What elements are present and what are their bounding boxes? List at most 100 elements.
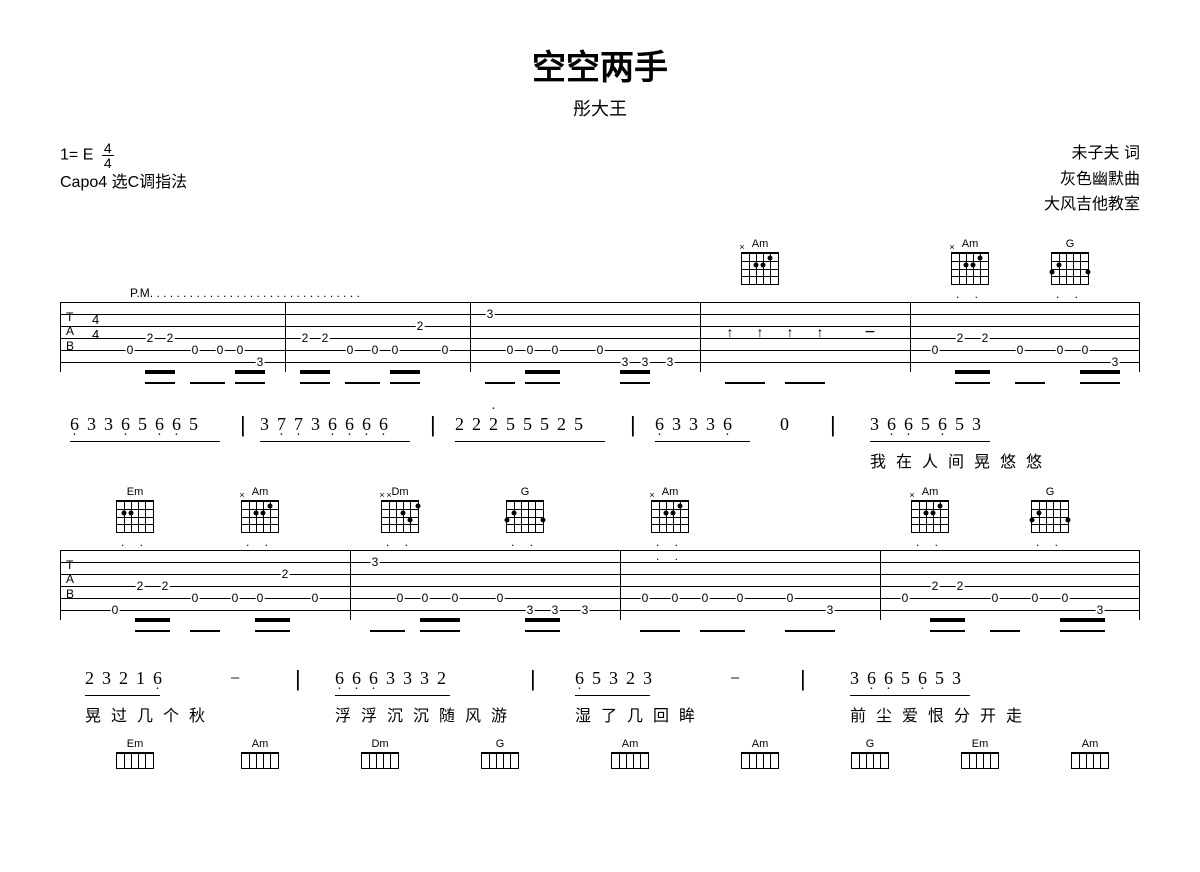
meta-row: 1= E 4 4 Capo4 选C调指法 未子夫 词 灰色幽默曲 大风吉他教室 bbox=[60, 141, 1140, 218]
chord-grid-icon bbox=[506, 500, 544, 533]
chord-diagram-em: Em bbox=[115, 738, 155, 769]
chord-diagram-am: Am × . . bbox=[240, 486, 280, 549]
fret-number: 0 bbox=[441, 343, 450, 357]
fret-number: 0 bbox=[641, 591, 650, 605]
fret-number: 2 bbox=[981, 331, 990, 345]
fret-number: 0 bbox=[216, 343, 225, 357]
composer: 灰色幽默曲 bbox=[1044, 167, 1140, 193]
chord-grid-icon: × bbox=[241, 500, 279, 533]
fret-number: 0 bbox=[786, 591, 795, 605]
fret-number: 3 bbox=[666, 355, 675, 369]
chord-grid-icon bbox=[116, 752, 154, 769]
chord-grid-icon bbox=[961, 752, 999, 769]
barline: | bbox=[295, 666, 301, 692]
strum-pattern: . . bbox=[950, 287, 990, 301]
tab-b: B bbox=[66, 339, 74, 353]
chord-diagram-am: Am bbox=[1070, 738, 1110, 769]
fret-number: 2 bbox=[166, 331, 175, 345]
chord-grid-icon bbox=[741, 752, 779, 769]
strum-arrow-icon: ↑ bbox=[757, 324, 764, 340]
chord-name: G bbox=[480, 738, 520, 750]
strum-pattern: . . bbox=[240, 535, 280, 549]
lyric-row-2: 晃过几个秋 浮浮沉沉随风游 湿了几回眸 前尘爱恨分开走 bbox=[60, 702, 1140, 726]
fret-number: 3 bbox=[371, 555, 380, 569]
chord-grid-icon bbox=[611, 752, 649, 769]
tab-a: A bbox=[66, 324, 74, 338]
time-num: 4 bbox=[102, 141, 114, 156]
barline: | bbox=[800, 666, 806, 692]
strum-pattern: . . bbox=[380, 535, 420, 549]
strum-arrow-icon: ↑ bbox=[787, 324, 794, 340]
time-den: 4 bbox=[102, 156, 114, 170]
fret-number: 3 bbox=[1111, 355, 1120, 369]
fret-number: 0 bbox=[256, 591, 265, 605]
chord-name: G bbox=[850, 738, 890, 750]
fret-number: 0 bbox=[311, 591, 320, 605]
pm-dots: . . . . . . . . . . . . . . . . . . . . … bbox=[153, 286, 360, 300]
chord-name: Am bbox=[610, 738, 650, 750]
fret-number: 0 bbox=[901, 591, 910, 605]
num-bar: 6663332 bbox=[335, 668, 454, 689]
num-bar: 63365665 bbox=[70, 414, 206, 435]
barline: | bbox=[630, 412, 636, 438]
fret-number: 2 bbox=[136, 579, 145, 593]
fret-number: 2 bbox=[931, 579, 940, 593]
fret-number: 0 bbox=[931, 343, 940, 357]
strum-pattern: . . bbox=[1030, 535, 1070, 549]
fret-number: 2 bbox=[146, 331, 155, 345]
fret-number: 3 bbox=[621, 355, 630, 369]
fret-number: 0 bbox=[371, 343, 380, 357]
tab-system-2: T A B 0 2 2 0 0 0 2 0 3 0 0 0 0 3 3 3 bbox=[60, 550, 1140, 640]
ts-top: 4 bbox=[92, 312, 99, 328]
fret-number: 2 bbox=[161, 579, 170, 593]
tab-clef: T A B bbox=[66, 558, 74, 601]
strum-pattern: . . bbox=[1050, 287, 1090, 301]
chord-diagram-g: G . . bbox=[1030, 486, 1070, 549]
fret-number: 0 bbox=[126, 343, 135, 357]
chord-row-3: Em Am Dm G Am bbox=[60, 738, 1140, 778]
chord-grid-icon: ×× bbox=[381, 500, 419, 533]
tab-system-1: P.M. . . . . . . . . . . . . . . . . . .… bbox=[60, 302, 1140, 392]
fret-number: 0 bbox=[191, 591, 200, 605]
chord-name: Am bbox=[240, 738, 280, 750]
chord-name: Em bbox=[960, 738, 1000, 750]
chord-name: Am bbox=[1070, 738, 1110, 750]
fret-number: 0 bbox=[191, 343, 200, 357]
lyric-row-1: 我在人间晃悠悠 bbox=[60, 448, 1140, 472]
chord-grid-icon bbox=[481, 752, 519, 769]
chord-grid-icon: × bbox=[741, 252, 779, 285]
chord-diagram-am: Am × . . bbox=[950, 238, 990, 301]
key-label: 1= E bbox=[60, 147, 93, 164]
beam-row-2 bbox=[60, 622, 1140, 640]
pm-text: P.M. bbox=[130, 286, 153, 300]
tab-a: A bbox=[66, 572, 74, 586]
tab-t: T bbox=[66, 310, 74, 324]
chord-name: Am bbox=[740, 238, 780, 250]
chord-diagram-g: G bbox=[480, 738, 520, 769]
chord-name: Am bbox=[950, 238, 990, 250]
chord-grid-icon: × bbox=[651, 500, 689, 533]
strum-pattern: . . bbox=[910, 535, 950, 549]
chord-grid-icon bbox=[1031, 500, 1069, 533]
arranger: 大风吉他教室 bbox=[1044, 192, 1140, 218]
chord-grid-icon bbox=[1051, 252, 1089, 285]
chord-diagram-g: G . . bbox=[505, 486, 545, 549]
chord-diagram-g: G bbox=[850, 738, 890, 769]
tab-staff: T A B 0 2 2 0 0 0 2 0 3 0 0 0 0 3 3 3 bbox=[60, 550, 1140, 620]
chord-diagram-em: Em . . bbox=[115, 486, 155, 549]
fret-number: 0 bbox=[231, 591, 240, 605]
fret-number: 3 bbox=[641, 355, 650, 369]
strum-arrow-icon: ↑ bbox=[817, 324, 824, 340]
fret-number: 0 bbox=[701, 591, 710, 605]
chord-grid-icon bbox=[361, 752, 399, 769]
num-bar: 65323 bbox=[575, 668, 660, 689]
chord-name: G bbox=[505, 486, 545, 498]
barline: | bbox=[530, 666, 536, 692]
fret-number: 0 bbox=[421, 591, 430, 605]
rest-symbol: − bbox=[865, 321, 876, 342]
chord-diagram-am: Am × . . bbox=[910, 486, 950, 549]
fret-number: 3 bbox=[551, 603, 560, 617]
song-artist: 彤大王 bbox=[0, 95, 1200, 121]
fret-number: 0 bbox=[396, 591, 405, 605]
fret-number: 0 bbox=[1031, 591, 1040, 605]
